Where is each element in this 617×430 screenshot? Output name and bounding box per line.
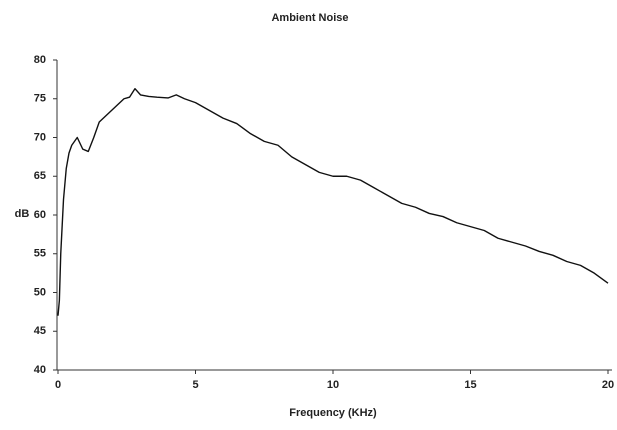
- x-tick-label: 5: [192, 379, 198, 391]
- y-tick-label: 45: [34, 325, 46, 337]
- data-line: [57, 87, 609, 316]
- y-tick-label: 55: [34, 248, 46, 260]
- y-tick-label: 75: [34, 93, 46, 105]
- chart-title: Ambient Noise: [271, 12, 348, 24]
- x-axis-label: Frequency (KHz): [289, 407, 377, 419]
- y-tick-label: 60: [34, 209, 46, 221]
- y-tick-label: 50: [34, 286, 46, 298]
- x-tick-label: 0: [55, 379, 61, 391]
- x-tick-label: 10: [327, 379, 339, 391]
- x-tick-label: 15: [464, 379, 476, 391]
- x-tick-label: 20: [602, 379, 614, 391]
- y-tick-label: 70: [34, 131, 46, 143]
- y-tick-label: 65: [34, 170, 46, 182]
- y-axis-label: dB: [15, 208, 30, 220]
- y-tick-label: 40: [34, 364, 46, 376]
- y-tick-label: 80: [34, 54, 46, 66]
